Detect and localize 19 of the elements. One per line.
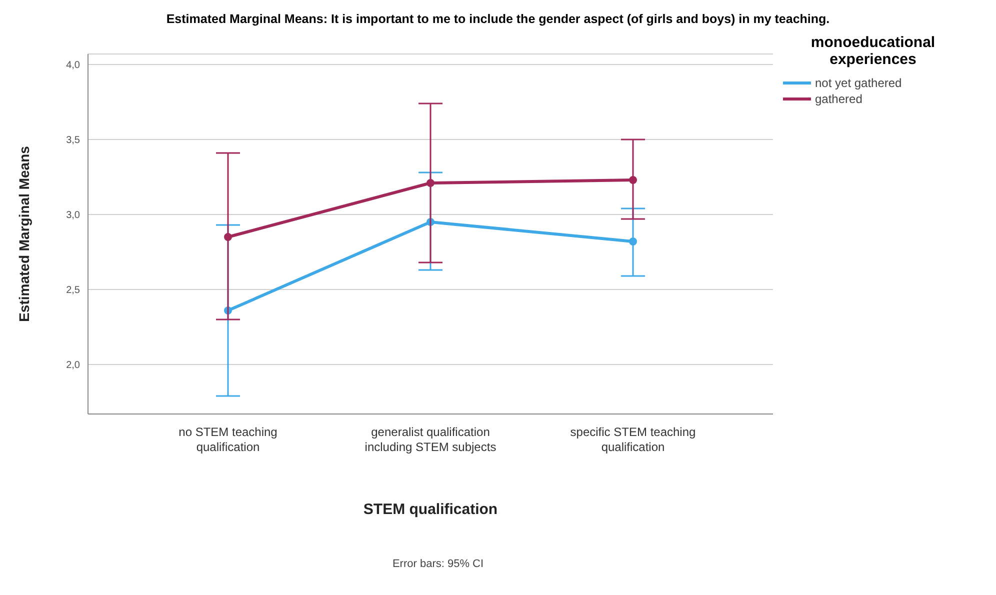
point (629, 238, 637, 246)
text: Error bars: 95% CI (391, 558, 485, 570)
x-tick-label: no STEM teaching qualification (178, 425, 278, 454)
y-tick-label: 4,0 (66, 60, 80, 72)
point (629, 176, 637, 184)
y-axis-title: Estimated Marginal Means (16, 146, 32, 322)
x-tick-label: generalist qualification including STEM subjects (364, 425, 496, 454)
x-tick-label: specific STEM teaching qualification (570, 425, 696, 454)
y-tick-label: 3,5 (66, 135, 80, 146)
point (426, 179, 434, 187)
point (224, 233, 232, 241)
legend-label: not yet gathered (815, 76, 902, 90)
y-tick-label: 2,5 (66, 285, 80, 296)
y-tick-label: 3,0 (66, 210, 80, 222)
y-tick-label: 2,0 (66, 360, 80, 372)
x-axis-title: STEM qualification (363, 501, 498, 518)
legend-label: gathered (815, 92, 862, 106)
chart-title: Estimated Marginal Means: It is important to me to include the gender aspect (of girls and boys) in my teaching. (165, 11, 831, 28)
legend-title: monoeducational experiences (810, 34, 936, 68)
